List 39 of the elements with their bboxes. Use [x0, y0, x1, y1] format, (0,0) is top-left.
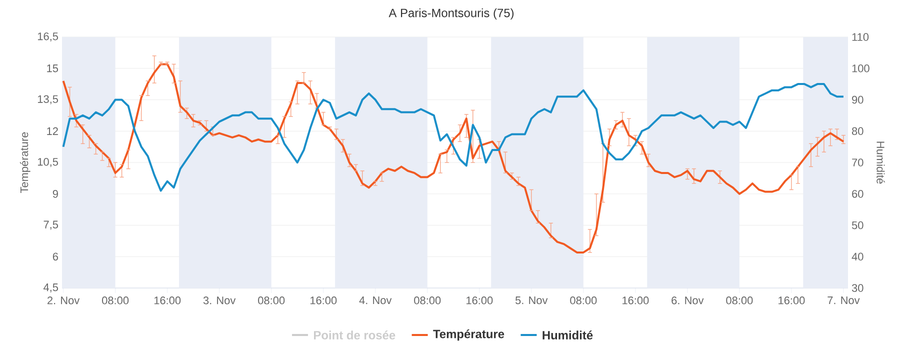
x-tick-label: 5. Nov [515, 296, 548, 304]
x-tick-label: 3. Nov [203, 296, 236, 304]
y-tick-label: 12 [47, 127, 58, 135]
y2-tick-label: 40 [852, 252, 864, 261]
y-tick-label: 6 [52, 252, 58, 261]
y-tick-label: 9 [52, 190, 58, 198]
x-tick-label: 16:00 [622, 296, 649, 304]
y-tick-label: 4,5 [43, 284, 58, 292]
x-tick-label: 16:00 [154, 296, 181, 304]
y2-axis-title: Humidité [876, 142, 885, 184]
chart-title: A Paris-Montsouris (75) [388, 8, 514, 20]
y-axis-title: Température [20, 132, 30, 194]
y-tick-label: 15 [47, 64, 58, 72]
y-tick-label: 16,5 [38, 32, 58, 42]
x-tick-label: 08:00 [414, 296, 441, 304]
x-tick-label: 08:00 [102, 296, 129, 304]
y2-tick-label: 80 [852, 127, 864, 136]
x-tick-label: 08:00 [726, 296, 753, 304]
y-tick-label: 10,5 [38, 158, 58, 168]
x-tick-label: 2. Nov [48, 296, 80, 304]
x-tick-label: 08:00 [570, 296, 597, 304]
y2-tick-label: 70 [852, 158, 864, 166]
y2-tick-label: 30 [852, 284, 864, 292]
legend-label: Température [433, 329, 504, 341]
legend-label: Humidité [542, 330, 593, 340]
y2-tick-label: 60 [852, 190, 864, 198]
x-tick-label: 16:00 [310, 296, 337, 304]
x-tick-label: 08:00 [258, 296, 285, 304]
y2-tick-label: 50 [852, 221, 864, 230]
x-tick-label: 16:00 [466, 296, 493, 304]
y-tick-label: 7,5 [44, 220, 58, 230]
y2-tick-label: 100 [852, 64, 870, 72]
y2-tick-label: 110 [852, 33, 869, 41]
x-tick-label: 4. Nov [359, 296, 392, 304]
x-tick-label: 16:00 [778, 296, 805, 304]
y2-tick-label: 90 [852, 96, 864, 104]
y-tick-label: 13,5 [38, 95, 58, 104]
x-tick-label: 7. Nov [828, 296, 860, 304]
x-tick-label: 6. Nov [672, 296, 704, 304]
